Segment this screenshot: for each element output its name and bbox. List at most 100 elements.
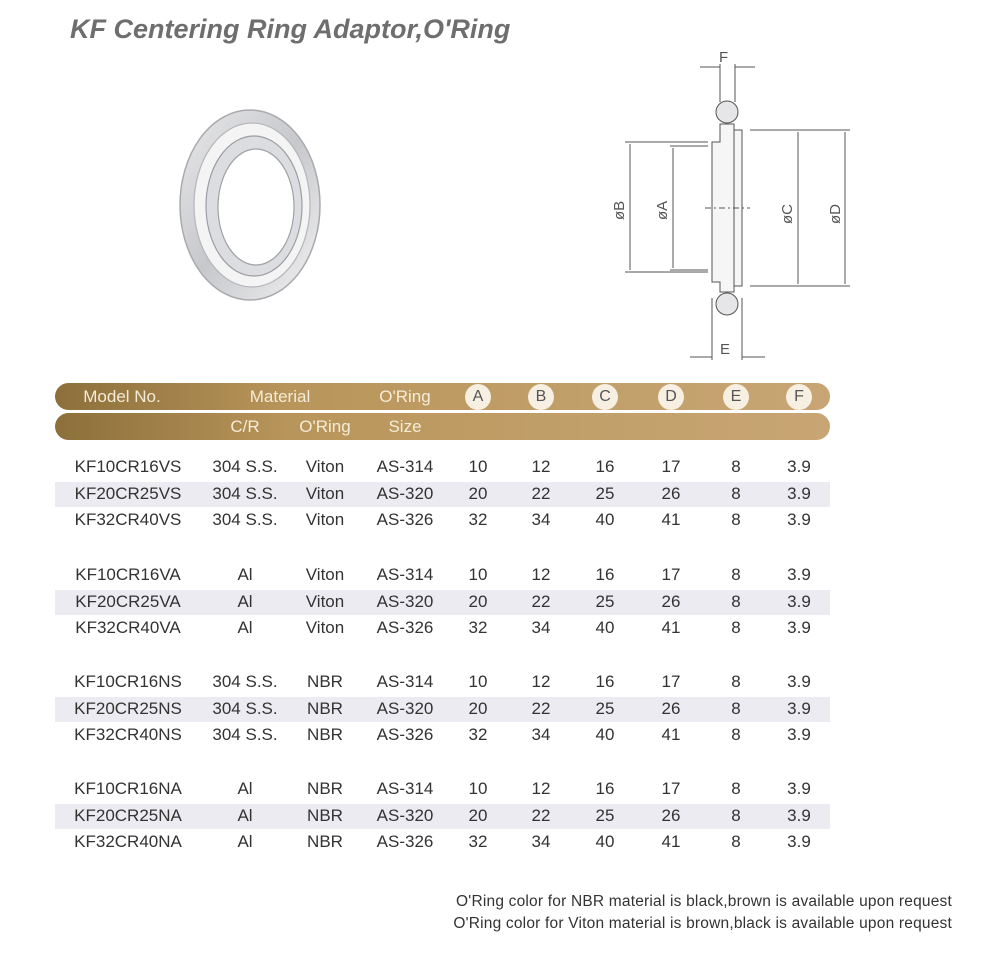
- cell-dim-b: 22: [531, 591, 551, 611]
- cell-oring-material: NBR: [307, 805, 343, 825]
- cell-oring-size: AS-326: [376, 510, 434, 530]
- cell-dim-a: 10: [468, 779, 488, 798]
- cell-dim-e: 8: [731, 483, 741, 503]
- cell-dim-a: 32: [468, 618, 488, 638]
- cell-dim-f: 3.9: [787, 565, 811, 584]
- cell-dim-d: 17: [661, 779, 681, 798]
- label-b: øB: [611, 201, 628, 220]
- label-a: øA: [654, 201, 671, 220]
- cell-dim-c: 40: [595, 510, 615, 530]
- cell-dim-e: 8: [731, 832, 741, 852]
- cell-dim-b: 12: [531, 672, 551, 691]
- cell-dim-a: 20: [468, 591, 488, 611]
- cell-oring-material: NBR: [307, 779, 343, 798]
- cell-dim-d: 17: [661, 457, 681, 476]
- cell-dim-c: 25: [595, 805, 615, 825]
- header-size: Size: [388, 417, 422, 436]
- cell-oring-material: Viton: [305, 483, 345, 503]
- cell-cr-material: 304 S.S.: [212, 698, 278, 718]
- cell-dim-d: 26: [661, 591, 681, 611]
- cell-dim-b: 12: [531, 565, 551, 584]
- cell-oring-size: AS-314: [376, 779, 434, 798]
- header-dim-a: A: [465, 384, 491, 410]
- cell-dim-e: 8: [731, 672, 741, 691]
- label-d: øD: [827, 204, 844, 224]
- cell-dim-c: 40: [595, 618, 615, 638]
- cell-dim-d: 26: [661, 805, 681, 825]
- cell-dim-a: 20: [468, 805, 488, 825]
- cell-model: KF20CR25NS: [74, 698, 182, 718]
- label-c: øC: [779, 204, 796, 224]
- table-row: KF10CR16NS 304 S.S. NBR AS-314 10 12 16 17 8 3.9: [55, 670, 830, 695]
- cell-model: KF20CR25VA: [75, 591, 181, 611]
- cell-dim-c: 25: [595, 698, 615, 718]
- cell-oring-size: AS-314: [376, 672, 434, 691]
- cell-dim-b: 22: [531, 698, 551, 718]
- cell-oring-material: Viton: [305, 591, 345, 611]
- cell-oring-size: AS-326: [376, 832, 434, 852]
- cell-dim-f: 3.9: [787, 805, 811, 825]
- header-oring: O'Ring: [379, 387, 431, 406]
- table-row: KF20CR25NS 304 S.S. NBR AS-320 20 22 25 26 8 3.9: [55, 696, 830, 722]
- cell-oring-material: Viton: [305, 510, 345, 530]
- table-header-row-2: [55, 413, 830, 440]
- cell-dim-e: 8: [731, 618, 741, 638]
- cell-dim-c: 16: [595, 779, 615, 798]
- cell-oring-size: AS-320: [376, 698, 434, 718]
- cell-model: KF32CR40NA: [74, 832, 182, 852]
- cell-dim-c: 16: [595, 672, 615, 691]
- cell-dim-d: 41: [661, 510, 681, 530]
- cell-dim-a: 32: [468, 725, 488, 745]
- cell-oring-material: NBR: [307, 832, 343, 852]
- cell-oring-size: AS-320: [376, 591, 434, 611]
- cell-dim-e: 8: [731, 591, 741, 611]
- cell-dim-b: 34: [531, 832, 551, 852]
- header-dim-d: D: [658, 384, 684, 410]
- table-row: KF32CR40NS 304 S.S. NBR AS-326 32 34 40 41 8 3.9: [55, 723, 830, 748]
- cell-dim-c: 25: [595, 483, 615, 503]
- cell-model: KF20CR25NA: [74, 805, 182, 825]
- cell-dim-d: 41: [661, 725, 681, 745]
- table-row: KF32CR40VS 304 S.S. Viton AS-326 32 34 40 41 8 3.…: [55, 508, 830, 533]
- cell-dim-d: 41: [661, 618, 681, 638]
- cell-dim-b: 22: [531, 483, 551, 503]
- table-row: KF10CR16VA Al Viton AS-314 10 12 16 17 8 3.9: [55, 563, 830, 588]
- cell-dim-b: 34: [531, 618, 551, 638]
- note-viton: O'Ring color for Viton material is brown…: [453, 915, 952, 932]
- cell-oring-size: AS-320: [376, 483, 434, 503]
- cell-dim-d: 41: [661, 832, 681, 852]
- cell-dim-d: 26: [661, 483, 681, 503]
- cell-dim-c: 25: [595, 591, 615, 611]
- cell-oring-material: Viton: [305, 565, 345, 584]
- cell-dim-f: 3.9: [787, 698, 811, 718]
- cell-cr-material: Al: [237, 832, 253, 852]
- cell-dim-e: 8: [731, 565, 741, 584]
- header-material: Material: [249, 387, 311, 406]
- cell-dim-b: 12: [531, 457, 551, 476]
- cell-dim-d: 17: [661, 672, 681, 691]
- cell-dim-a: 20: [468, 698, 488, 718]
- header-model: Model No.: [83, 387, 161, 406]
- cell-model: KF10CR16VA: [75, 565, 181, 584]
- cell-model: KF32CR40VA: [75, 618, 181, 638]
- table-row: KF20CR25VA Al Viton AS-320 20 22 25 26 8 3.9: [55, 589, 830, 615]
- cell-dim-b: 12: [531, 779, 551, 798]
- cell-dim-b: 34: [531, 725, 551, 745]
- cell-model: KF32CR40NS: [74, 725, 182, 745]
- cell-dim-e: 8: [731, 725, 741, 745]
- table-row: KF32CR40VA Al Viton AS-326 32 34 40 41 8 3.9: [55, 616, 830, 641]
- cell-dim-a: 20: [468, 483, 488, 503]
- cross-section-diagram: F E øB øA øC øD: [611, 49, 850, 360]
- cell-oring-size: AS-320: [376, 805, 434, 825]
- cell-dim-d: 26: [661, 698, 681, 718]
- cell-dim-a: 10: [468, 672, 488, 691]
- header-dim-f: F: [786, 384, 812, 410]
- centering-ring-image: [179, 109, 321, 301]
- cell-dim-a: 10: [468, 457, 488, 476]
- cell-oring-size: AS-326: [376, 725, 434, 745]
- cell-oring-size: AS-326: [376, 618, 434, 638]
- table-row: KF20CR25NA Al NBR AS-320 20 22 25 26 8 3.9: [55, 803, 830, 829]
- header-dim-e: E: [723, 384, 749, 410]
- label-e: E: [720, 341, 730, 358]
- table-row: KF20CR25VS 304 S.S. Viton AS-320 20 22 25 26 8 3.…: [55, 481, 830, 507]
